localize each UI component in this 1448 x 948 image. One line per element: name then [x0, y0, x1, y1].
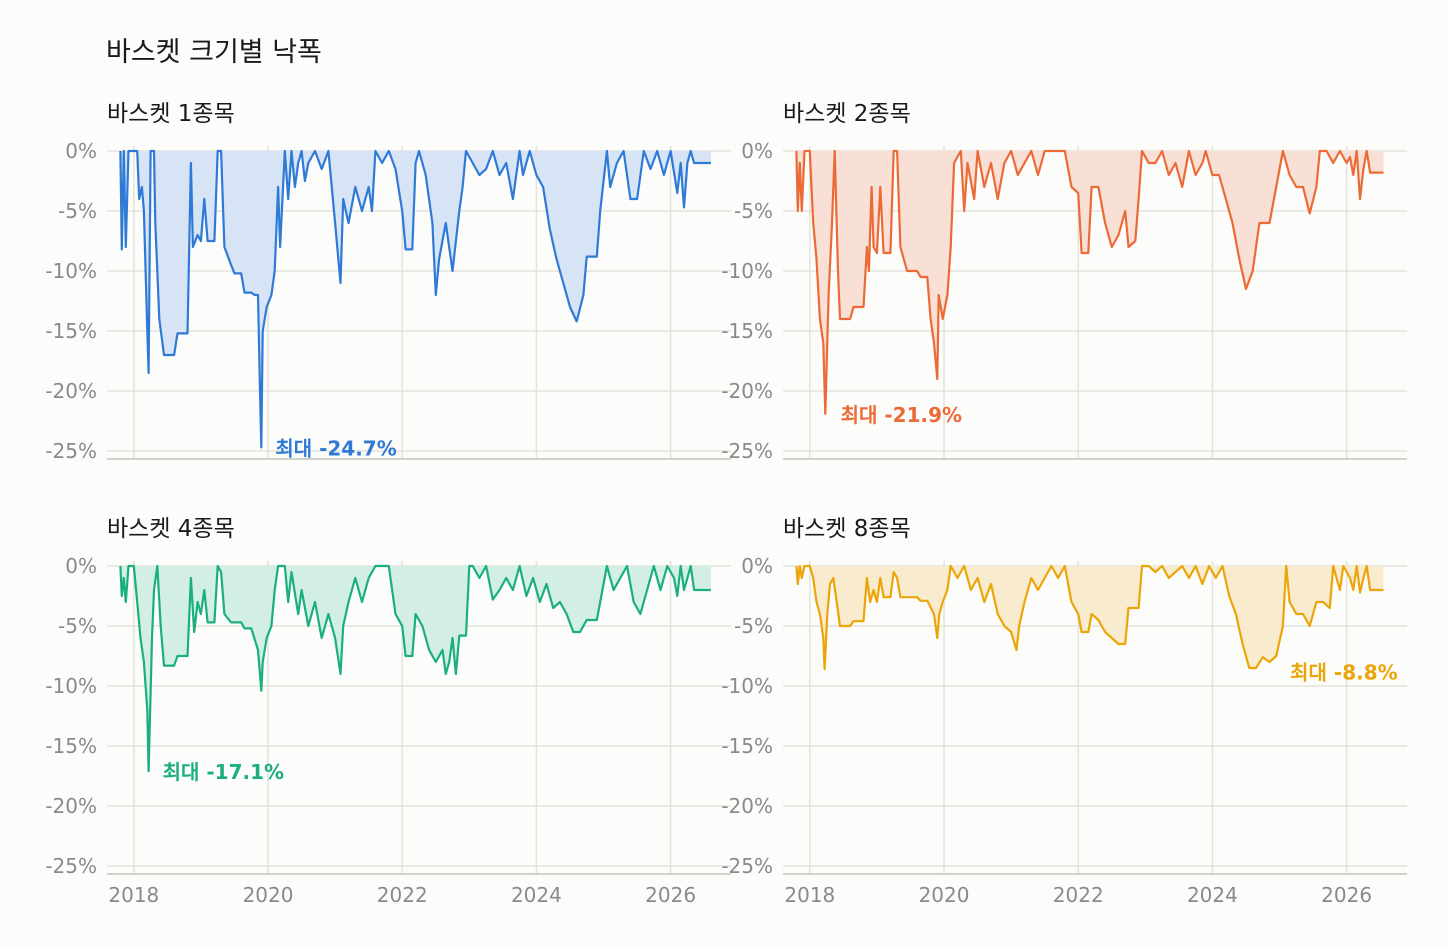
- max-drawdown-label-2: 최대 -21.9%: [841, 403, 962, 427]
- y-tick-label: -20%: [721, 379, 773, 403]
- x-tick-label: 2022: [377, 883, 428, 907]
- max-drawdown-label-4: 최대 -8.8%: [1290, 661, 1398, 685]
- x-tick-label: 2026: [1321, 883, 1372, 907]
- drawdown-area-2: [796, 151, 1384, 414]
- x-tick-label: 2024: [511, 883, 562, 907]
- panel-title-1: 바스켓 1종목: [107, 101, 235, 127]
- max-drawdown-label-3: 최대 -17.1%: [163, 760, 284, 784]
- panel-title-4: 바스켓 8종목: [783, 516, 911, 542]
- panel-title-3: 바스켓 4종목: [107, 516, 235, 542]
- y-tick-label: -5%: [58, 199, 97, 223]
- x-tick-label: 2018: [108, 883, 159, 907]
- y-tick-label: -10%: [721, 259, 773, 283]
- x-tick-label: 2024: [1187, 883, 1238, 907]
- drawdown-area-3: [120, 566, 711, 772]
- y-tick-label: -25%: [721, 439, 773, 463]
- y-tick-label: 0%: [741, 139, 773, 163]
- y-tick-label: -20%: [45, 794, 97, 818]
- drawdown-line-2: [795, 149, 1384, 415]
- y-tick-label: -10%: [45, 674, 97, 698]
- x-tick-label: 2026: [645, 883, 696, 907]
- y-tick-label: -5%: [734, 199, 773, 223]
- y-tick-label: -15%: [45, 734, 97, 758]
- y-tick-label: -15%: [45, 319, 97, 343]
- drawdown-area-1: [120, 151, 711, 448]
- y-tick-label: -25%: [45, 439, 97, 463]
- x-tick-label: 2020: [919, 883, 970, 907]
- y-tick-label: 0%: [741, 554, 773, 578]
- y-tick-label: -15%: [721, 734, 773, 758]
- y-tick-label: 0%: [65, 139, 97, 163]
- panel-title-2: 바스켓 2종목: [783, 101, 911, 127]
- x-tick-label: 2022: [1053, 883, 1104, 907]
- y-tick-label: -5%: [58, 614, 97, 638]
- drawdown-line-1: [119, 149, 711, 449]
- drawdown-line-3: [119, 564, 711, 773]
- x-tick-label: 2020: [243, 883, 294, 907]
- y-tick-label: -20%: [721, 794, 773, 818]
- figure-title: 바스켓 크기별 낙폭: [106, 37, 322, 68]
- x-tick-label: 2018: [784, 883, 835, 907]
- y-tick-label: -10%: [721, 674, 773, 698]
- y-tick-label: -25%: [45, 854, 97, 878]
- y-tick-label: -20%: [45, 379, 97, 403]
- y-tick-label: 0%: [65, 554, 97, 578]
- max-drawdown-label-1: 최대 -24.7%: [275, 436, 396, 460]
- y-tick-label: -5%: [734, 614, 773, 638]
- drawdown-line-4: [795, 564, 1384, 671]
- y-tick-label: -15%: [721, 319, 773, 343]
- y-tick-label: -10%: [45, 259, 97, 283]
- y-tick-label: -25%: [721, 854, 773, 878]
